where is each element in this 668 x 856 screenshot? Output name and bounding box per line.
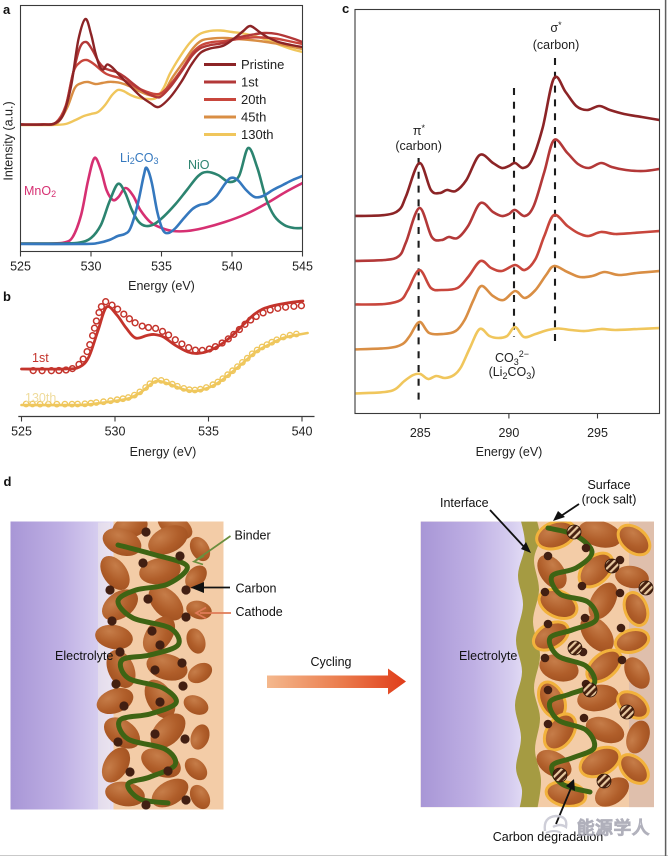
svg-text:545: 545 xyxy=(292,260,313,274)
svg-text:a: a xyxy=(3,2,11,17)
svg-text:Li2CO3: Li2CO3 xyxy=(120,151,159,166)
svg-text:Binder: Binder xyxy=(235,529,271,543)
svg-text:(rock salt): (rock salt) xyxy=(582,493,637,507)
svg-text:525: 525 xyxy=(10,260,31,274)
svg-text:130th: 130th xyxy=(25,391,56,405)
svg-text:MnO2: MnO2 xyxy=(24,184,56,199)
svg-text:Interface: Interface xyxy=(440,496,489,510)
svg-text:Electrolyte: Electrolyte xyxy=(459,649,517,663)
svg-text:Energy (eV): Energy (eV) xyxy=(130,445,197,459)
svg-text:σ*: σ* xyxy=(550,20,562,35)
svg-text:1st: 1st xyxy=(241,75,259,90)
svg-text:Carbon degradation: Carbon degradation xyxy=(493,830,604,844)
svg-text:Surface: Surface xyxy=(587,478,630,492)
svg-text:NiO: NiO xyxy=(188,158,210,172)
svg-text:290: 290 xyxy=(498,426,519,440)
svg-text:b: b xyxy=(3,289,11,304)
svg-text:(Li2CO3): (Li2CO3) xyxy=(489,365,536,381)
svg-text:295: 295 xyxy=(587,426,608,440)
svg-text:1st: 1st xyxy=(32,351,49,365)
svg-text:Pristine: Pristine xyxy=(241,57,284,72)
svg-text:d: d xyxy=(4,474,12,489)
svg-text:525: 525 xyxy=(11,425,32,439)
svg-text:Energy (eV): Energy (eV) xyxy=(128,279,195,293)
svg-text:530: 530 xyxy=(105,425,126,439)
svg-text:(carbon): (carbon) xyxy=(533,38,580,52)
svg-text:535: 535 xyxy=(151,260,172,274)
svg-text:Energy (eV): Energy (eV) xyxy=(476,445,543,459)
svg-text:Carbon: Carbon xyxy=(236,582,277,596)
svg-text:Cathode: Cathode xyxy=(236,605,283,619)
svg-text:535: 535 xyxy=(198,425,219,439)
svg-text:Cycling: Cycling xyxy=(311,655,352,669)
svg-text:20th: 20th xyxy=(241,92,266,107)
svg-text:45th: 45th xyxy=(241,110,266,125)
svg-text:Intensity (a.u.): Intensity (a.u.) xyxy=(2,101,16,180)
svg-text:285: 285 xyxy=(410,426,431,440)
svg-text:130th: 130th xyxy=(241,127,274,142)
svg-text:530: 530 xyxy=(81,260,102,274)
svg-text:540: 540 xyxy=(222,260,243,274)
svg-text:540: 540 xyxy=(292,425,313,439)
svg-text:能源学人: 能源学人 xyxy=(577,818,650,838)
svg-text:Electrolyte: Electrolyte xyxy=(55,649,113,663)
svg-text:c: c xyxy=(342,1,349,16)
svg-text:(carbon): (carbon) xyxy=(395,139,442,153)
